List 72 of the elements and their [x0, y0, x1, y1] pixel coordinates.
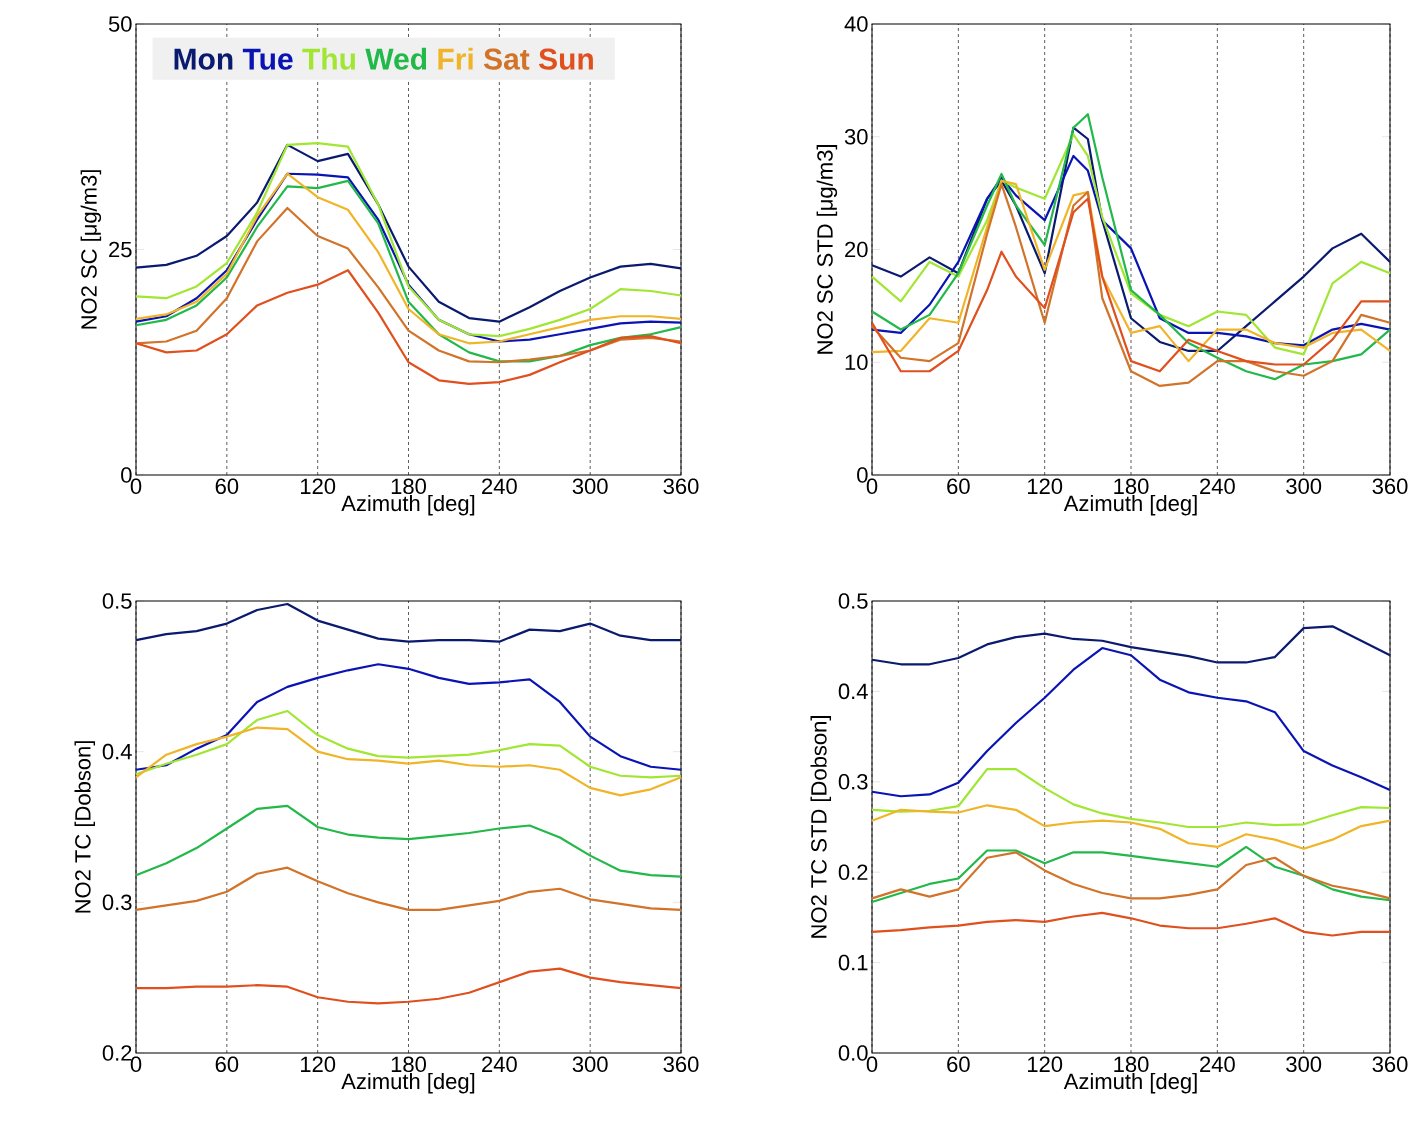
y-tick-label: 0.3 [102, 894, 132, 911]
y-tick-label: 40 [844, 16, 868, 32]
y-axis-title: NO2 SC [μg/m3] [80, 170, 102, 329]
x-tick-label: 180 [391, 478, 426, 495]
y-tick-label: 0.2 [102, 1045, 132, 1061]
x-tick-label: 360 [663, 478, 699, 495]
y-tick-label: 50 [108, 16, 132, 32]
text: Mon [174, 48, 233, 70]
x-tick-label: 240 [482, 1056, 517, 1073]
y-tick-label: 0.4 [102, 743, 132, 760]
text: Sun [538, 48, 593, 70]
line-series [870, 113, 1392, 381]
y-tick-label: 0 [121, 467, 132, 483]
line-series [870, 768, 1392, 829]
line-series [134, 206, 683, 364]
line-series [134, 602, 683, 643]
x-tick-label: 120 [1028, 478, 1063, 495]
x-tick-label: 180 [1114, 1056, 1149, 1073]
x-axis-title: Azimuth [deg] [341, 1072, 475, 1094]
y-tick-label: 30 [844, 128, 868, 145]
line-series [134, 804, 683, 878]
y-tick-label: 0.3 [838, 774, 868, 790]
y-tick-label: 10 [845, 354, 868, 371]
x-tick-label: 360 [1372, 478, 1408, 495]
x-tick-label: 120 [301, 1056, 336, 1073]
line-series [870, 911, 1392, 937]
line-series [870, 646, 1392, 798]
x-tick-label: 60 [947, 478, 970, 495]
line-series [134, 726, 683, 797]
x-tick-label: 60 [215, 1056, 239, 1073]
y-tick-label: 0 [857, 467, 868, 483]
y-axis-title: NO2 TC [Dobson] [74, 741, 96, 913]
text: Wed [365, 47, 427, 70]
y-tick-label: 0.5 [102, 593, 132, 609]
x-tick-label: 180 [391, 1056, 426, 1073]
x-tick-label: 240 [1200, 1056, 1235, 1073]
y-tick-label: 0.5 [838, 593, 868, 609]
y-axis-title: NO2 SC STD [μg/m3] [816, 145, 838, 354]
y-tick-label: 0.4 [838, 683, 868, 700]
x-tick-label: 120 [1028, 1056, 1063, 1073]
y-tick-label: 0.2 [838, 864, 868, 880]
text: Tue [242, 48, 293, 70]
x-axis-title: Azimuth [deg] [1063, 1072, 1197, 1094]
line-series [870, 845, 1392, 904]
x-tick-label: 240 [1200, 478, 1235, 495]
line-series [134, 269, 683, 385]
x-tick-label: 300 [572, 1056, 608, 1073]
x-tick-label: 240 [482, 478, 517, 495]
line-series [870, 625, 1392, 666]
x-tick-label: 360 [1372, 1056, 1408, 1073]
x-tick-label: 120 [301, 478, 336, 495]
x-axis-title: Azimuth [deg] [1063, 494, 1197, 516]
x-tick-label: 300 [1286, 1056, 1322, 1073]
x-axis-title: Azimuth [deg] [341, 494, 475, 516]
text: Fri [438, 47, 473, 70]
x-tick-label: 60 [215, 478, 239, 495]
y-axis-title: NO2 TC STD [Dobson] [810, 716, 832, 938]
x-tick-label: 60 [947, 1056, 970, 1073]
text: Thu [302, 47, 355, 70]
x-tick-label: 360 [663, 1056, 699, 1073]
y-tick-label: 20 [845, 241, 868, 258]
line-series [134, 709, 683, 779]
x-tick-label: 300 [572, 478, 608, 495]
text: Sat [483, 48, 530, 70]
x-tick-label: 300 [1286, 478, 1322, 495]
line-series [134, 663, 683, 771]
line-series [870, 851, 1392, 900]
y-tick-label: 0.1 [838, 954, 868, 971]
x-tick-label: 180 [1114, 478, 1149, 495]
y-tick-label: 25 [109, 241, 132, 258]
line-series [870, 804, 1392, 850]
y-tick-label: 0.0 [838, 1045, 868, 1061]
